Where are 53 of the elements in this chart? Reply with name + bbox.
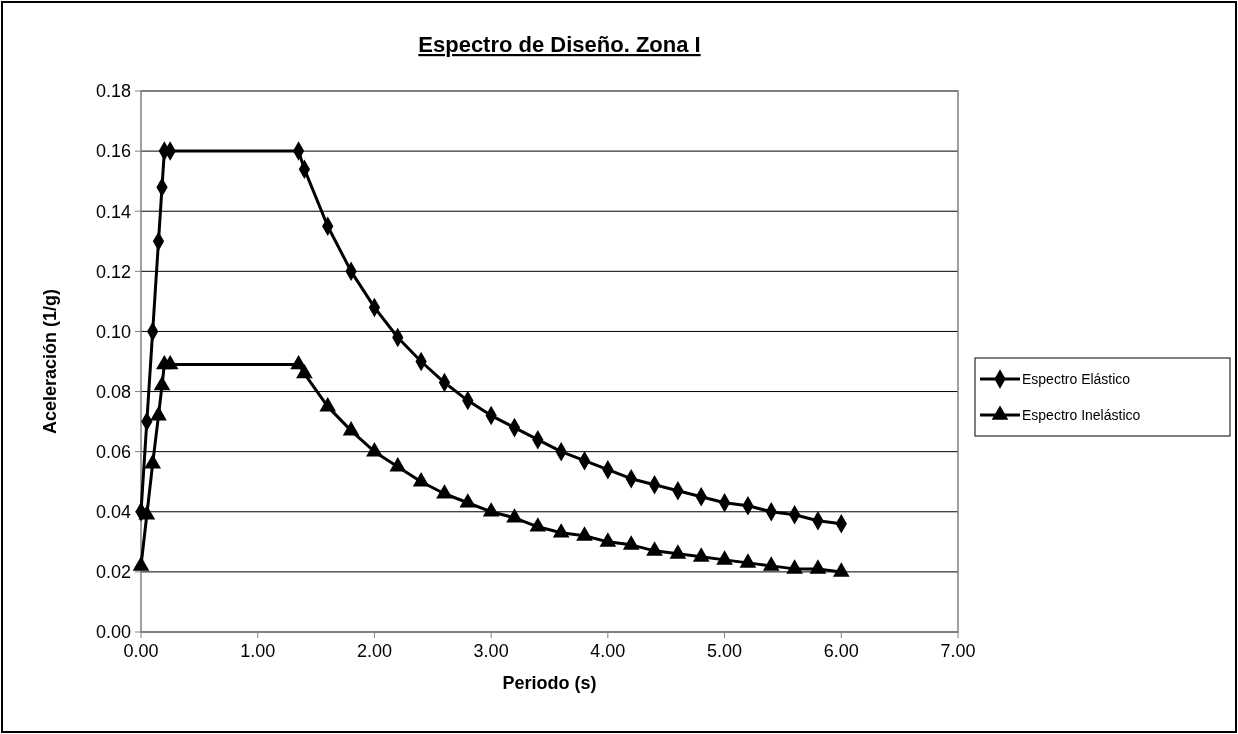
x-tick-label: 1.00: [240, 641, 276, 661]
chart-title: Espectro de Diseño. Zona I: [418, 32, 701, 57]
point: [389, 457, 407, 472]
point: [832, 562, 850, 577]
point: [552, 523, 570, 538]
point: [412, 472, 430, 487]
point: [646, 541, 663, 556]
x-tick-label: 0.00: [123, 641, 159, 661]
point: [153, 375, 171, 391]
y-axis-title: Aceleración (1/g): [40, 288, 60, 435]
x-tick-label: 5.00: [707, 641, 743, 661]
point: [622, 535, 640, 550]
point: [716, 550, 733, 565]
point: [138, 505, 156, 520]
point: [739, 553, 757, 568]
y-tick-label: 0.04: [95, 502, 131, 523]
point: [132, 556, 150, 571]
x-tick-label: 7.00: [940, 641, 976, 661]
y-tick-label: 0.00: [95, 622, 131, 643]
point: [436, 484, 453, 499]
point: [809, 559, 827, 574]
x-tick-label: 3.00: [473, 641, 509, 661]
legend-label: Espectro Elástico: [1022, 370, 1131, 387]
point: [576, 526, 593, 541]
point: [786, 559, 803, 574]
point: [150, 405, 167, 421]
y-tick-label: 0.16: [95, 141, 131, 162]
x-axis-title: Periodo (s): [502, 673, 597, 693]
point: [529, 517, 547, 532]
point: [319, 396, 337, 412]
point: [366, 442, 383, 457]
point: [459, 493, 477, 508]
x-tick-label: 2.00: [356, 641, 392, 661]
y-tick-label: 0.18: [95, 81, 131, 102]
y-tick-label: 0.12: [95, 261, 131, 282]
point: [669, 544, 687, 559]
y-tick-label: 0.06: [95, 441, 131, 462]
y-tick-label: 0.08: [95, 381, 131, 402]
y-tick-label: 0.02: [95, 562, 131, 583]
y-tick-label: 0.10: [95, 321, 131, 342]
point: [296, 363, 313, 379]
point: [599, 532, 617, 547]
y-tick-label: 0.14: [95, 201, 131, 222]
point: [506, 508, 523, 523]
point: [762, 556, 780, 571]
point: [144, 454, 161, 469]
x-tick-label: 4.00: [590, 641, 626, 661]
point: [482, 502, 500, 517]
x-tick-label: 6.00: [823, 641, 859, 661]
point: [161, 354, 179, 370]
point: [342, 421, 360, 436]
legend-label: Espectro Inelástico: [1022, 406, 1141, 423]
point: [692, 547, 710, 562]
